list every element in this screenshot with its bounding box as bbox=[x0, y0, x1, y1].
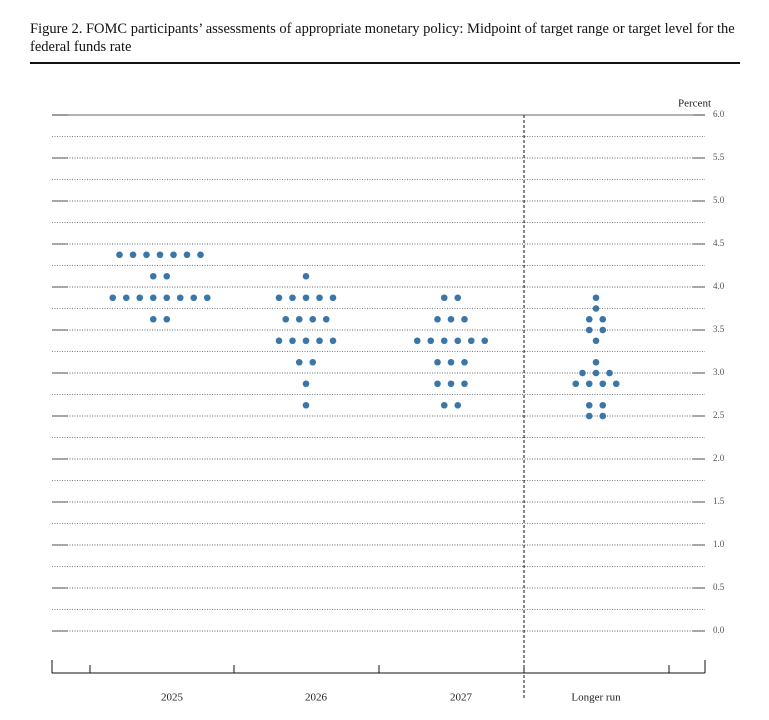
dot bbox=[149, 294, 157, 302]
dot bbox=[109, 294, 117, 302]
dot bbox=[481, 337, 489, 345]
dot bbox=[302, 272, 310, 280]
dot bbox=[579, 369, 586, 377]
dot bbox=[275, 294, 283, 302]
dot bbox=[413, 337, 421, 345]
dot bbox=[592, 305, 600, 312]
x-axis-ticks bbox=[51, 660, 706, 673]
dot bbox=[585, 412, 593, 420]
dot bbox=[599, 401, 607, 409]
y-tick-label: 5.5 bbox=[713, 152, 725, 162]
dot bbox=[163, 315, 171, 323]
dot bbox=[302, 380, 310, 388]
dot bbox=[592, 358, 600, 366]
dot bbox=[454, 294, 462, 302]
y-tick-label: 6.0 bbox=[713, 109, 725, 119]
dot bbox=[599, 412, 607, 420]
x-tick-label: Longer run bbox=[571, 692, 621, 704]
dot bbox=[176, 294, 184, 302]
x-tick-label: 2026 bbox=[305, 692, 328, 704]
dot bbox=[156, 251, 164, 259]
dot bbox=[289, 337, 296, 345]
y-tick-label: 5.0 bbox=[713, 195, 725, 205]
dot bbox=[454, 401, 462, 409]
dot bbox=[316, 294, 323, 302]
dot bbox=[585, 380, 593, 388]
dot bbox=[329, 337, 337, 345]
dot bbox=[322, 315, 330, 323]
y-tick-label: 4.0 bbox=[713, 281, 725, 291]
dot bbox=[440, 337, 448, 345]
y-tick-label: 1.5 bbox=[713, 496, 725, 506]
x-tick-label: 2027 bbox=[450, 692, 473, 704]
dot bbox=[197, 251, 204, 259]
dot bbox=[129, 251, 137, 259]
y-tick-label: 1.0 bbox=[713, 539, 725, 549]
dot bbox=[585, 401, 593, 409]
dot bbox=[203, 294, 211, 302]
dot bbox=[309, 315, 317, 323]
dot bbox=[467, 337, 475, 345]
dot bbox=[143, 251, 150, 259]
dot bbox=[599, 380, 607, 388]
dot bbox=[447, 380, 455, 388]
dot bbox=[302, 294, 310, 302]
dot bbox=[149, 272, 157, 280]
dot bbox=[461, 358, 468, 366]
dot bbox=[163, 294, 171, 302]
y-tick-label: 2.5 bbox=[713, 410, 725, 420]
dot bbox=[329, 294, 337, 302]
dot bbox=[447, 358, 455, 366]
dot bbox=[434, 315, 441, 323]
dot bbox=[585, 315, 593, 323]
dot bbox=[599, 326, 607, 334]
dot bbox=[572, 380, 580, 388]
y-axis-label: Percent bbox=[678, 98, 711, 110]
dot bbox=[116, 251, 123, 259]
x-tick-label: 2025 bbox=[161, 692, 184, 704]
dot bbox=[434, 358, 441, 366]
dot bbox=[190, 294, 198, 302]
dot bbox=[599, 315, 607, 323]
dot bbox=[163, 272, 171, 280]
dot bbox=[461, 380, 468, 388]
dot bbox=[427, 337, 435, 345]
y-tick-label: 0.0 bbox=[713, 625, 725, 635]
y-tick-label: 0.5 bbox=[713, 582, 725, 592]
dot bbox=[454, 337, 462, 345]
dot bbox=[136, 294, 144, 302]
dot bbox=[302, 401, 310, 409]
dot bbox=[592, 369, 600, 377]
dot bbox=[592, 294, 600, 302]
dot bbox=[316, 337, 323, 345]
dot bbox=[592, 337, 600, 345]
dot bbox=[461, 315, 468, 323]
dot bbox=[289, 294, 296, 302]
dot bbox=[440, 294, 448, 302]
y-tick-label: 4.5 bbox=[713, 238, 725, 248]
dot bbox=[440, 401, 448, 409]
dot bbox=[447, 315, 455, 323]
dot bbox=[606, 369, 613, 377]
dot bbox=[585, 326, 593, 334]
dot bbox=[122, 294, 130, 302]
dot bbox=[434, 380, 441, 388]
title-rule bbox=[30, 62, 740, 64]
dot bbox=[183, 251, 191, 259]
dot bbox=[309, 358, 317, 366]
dot bbox=[612, 380, 620, 388]
dot bbox=[295, 358, 303, 366]
dot bbox=[302, 337, 310, 345]
y-tick-label: 3.0 bbox=[713, 367, 725, 377]
chart-title: Figure 2. FOMC participants’ assessments… bbox=[30, 21, 735, 55]
y-tick-label: 3.5 bbox=[713, 324, 725, 334]
dot bbox=[295, 315, 303, 323]
y-tick-label: 2.0 bbox=[713, 453, 725, 463]
dot bbox=[149, 315, 157, 323]
dot bbox=[282, 315, 290, 323]
dot bbox=[275, 337, 283, 345]
dot bbox=[170, 251, 177, 259]
